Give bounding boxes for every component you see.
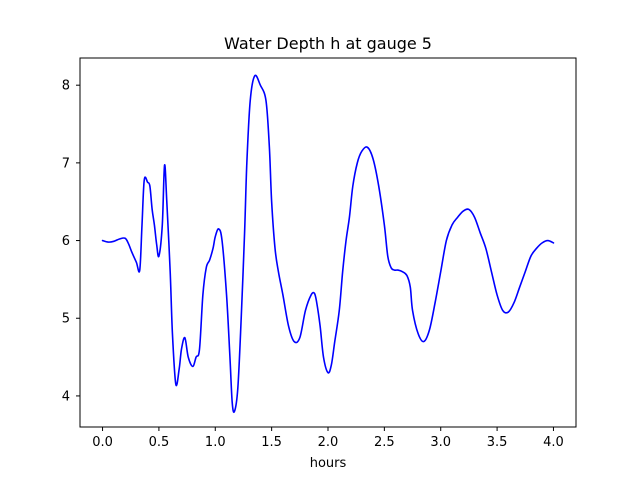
x-tick-label: 4.0 <box>543 435 564 450</box>
y-tick-label: 8 <box>62 79 70 94</box>
x-axis-ticks: 0.0 0.5 1.0 1.5 2.0 2.5 3.0 3.5 4.0 <box>92 427 564 450</box>
series-line-0 <box>101 74 555 414</box>
plot-area <box>80 58 576 427</box>
x-tick-label: 0.0 <box>92 435 113 450</box>
y-tick-label: 7 <box>62 156 70 171</box>
x-tick-label: 2.0 <box>318 435 339 450</box>
x-tick-label: 1.0 <box>205 435 226 450</box>
x-tick-label: 3.0 <box>430 435 451 450</box>
y-tick-label: 6 <box>62 234 70 249</box>
x-tick-label: 0.5 <box>149 435 170 450</box>
y-tick-label: 4 <box>62 389 70 404</box>
x-axis-label: hours <box>310 456 347 471</box>
y-tick-label: 5 <box>62 312 70 327</box>
y-axis-ticks: 4 5 6 7 8 <box>62 79 80 404</box>
chart-title: Water Depth h at gauge 5 <box>224 34 432 53</box>
x-tick-label: 3.5 <box>487 435 508 450</box>
x-tick-label: 2.5 <box>374 435 395 450</box>
x-tick-label: 1.5 <box>261 435 282 450</box>
series-layer <box>101 74 555 414</box>
